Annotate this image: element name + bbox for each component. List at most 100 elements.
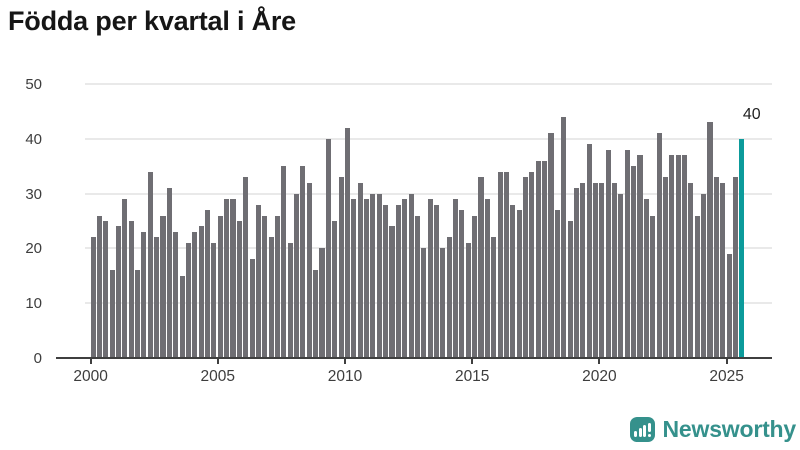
bar — [592, 182, 599, 358]
bar — [554, 210, 560, 358]
bar — [363, 199, 370, 358]
bar — [154, 237, 160, 358]
bar — [160, 215, 166, 358]
bar — [669, 155, 675, 358]
x-axis-tick-label: 2000 — [73, 368, 108, 385]
bar — [542, 160, 548, 358]
bar — [529, 171, 535, 358]
bar — [376, 193, 382, 358]
bar — [230, 199, 236, 358]
bar — [319, 248, 325, 358]
y-axis-tick-label: 50 — [25, 76, 42, 93]
bar — [370, 193, 376, 358]
bar — [522, 177, 529, 358]
bar — [109, 270, 115, 358]
bar — [440, 248, 446, 358]
x-axis-tick — [344, 358, 346, 364]
bar — [688, 182, 694, 358]
bar — [701, 193, 707, 358]
bar — [338, 177, 344, 358]
bar — [281, 166, 287, 358]
bar — [395, 204, 401, 358]
bar — [465, 242, 471, 358]
bar — [421, 248, 427, 358]
bar — [427, 199, 433, 358]
brand-name: Newsworthy — [662, 416, 797, 442]
bar — [325, 138, 331, 358]
x-axis-tick — [725, 358, 728, 364]
bar-chart-plot-area: 0 10 20 30 40 50 2000 2005 2010 2015 2020 2025 40 — [25, 77, 772, 385]
x-axis-tick — [471, 358, 474, 364]
bar — [179, 275, 185, 358]
bar — [599, 182, 605, 358]
bar — [580, 182, 586, 358]
bar — [294, 193, 300, 358]
bar — [383, 204, 389, 358]
bar — [306, 182, 312, 358]
newsworthy-logo-icon — [629, 417, 655, 442]
bar — [236, 221, 242, 358]
bar — [548, 133, 554, 358]
bar — [204, 210, 211, 358]
bar — [185, 242, 191, 358]
bar — [516, 210, 522, 358]
bar — [510, 204, 516, 358]
x-axis-tick-label: 2020 — [582, 368, 617, 385]
bar — [472, 215, 478, 358]
x-axis-tick-label: 2010 — [327, 368, 363, 385]
bar — [115, 226, 122, 358]
x-axis-tick — [89, 358, 92, 364]
bar — [389, 226, 395, 358]
bar — [357, 182, 363, 358]
bar — [503, 171, 509, 358]
bar — [732, 177, 738, 358]
bar — [713, 177, 719, 358]
bar — [300, 166, 306, 358]
x-axis-tick-label: 2015 — [454, 368, 490, 385]
bar — [707, 122, 713, 358]
bar — [573, 188, 579, 358]
bar — [446, 237, 452, 358]
bar — [535, 160, 541, 358]
bar — [147, 171, 153, 358]
bar — [662, 177, 668, 358]
gridline — [85, 83, 772, 85]
bar — [459, 210, 465, 358]
bar — [313, 270, 319, 358]
bar — [739, 138, 745, 358]
gridline — [85, 137, 772, 140]
bar — [453, 199, 459, 358]
bar — [675, 155, 681, 358]
bar — [484, 199, 490, 358]
bar — [720, 182, 726, 358]
bar — [650, 215, 656, 358]
bar — [605, 149, 611, 358]
bar — [249, 259, 255, 358]
bar — [122, 199, 128, 358]
bar — [637, 155, 643, 358]
x-axis-tick-label: 2005 — [200, 368, 236, 385]
bar — [274, 215, 281, 358]
x-axis-tick — [216, 358, 219, 364]
bar — [624, 149, 630, 358]
bar — [433, 204, 440, 358]
bar — [135, 270, 141, 358]
y-axis-tick-label: 30 — [25, 185, 42, 203]
bar — [166, 188, 172, 358]
bar — [402, 199, 408, 358]
bar — [618, 193, 624, 358]
logo-bar-icon — [643, 425, 647, 437]
speech-bubble-tail — [632, 432, 642, 450]
bar — [173, 231, 179, 358]
bar — [141, 231, 147, 358]
x-axis-line — [56, 357, 772, 359]
bar — [344, 127, 350, 358]
bar — [90, 237, 96, 358]
bar — [497, 171, 503, 358]
gridline — [85, 192, 772, 195]
bar — [694, 215, 700, 358]
bar — [243, 177, 249, 358]
x-axis-tick-label: 2025 — [709, 368, 744, 385]
bar — [414, 215, 420, 358]
bar — [255, 204, 261, 358]
